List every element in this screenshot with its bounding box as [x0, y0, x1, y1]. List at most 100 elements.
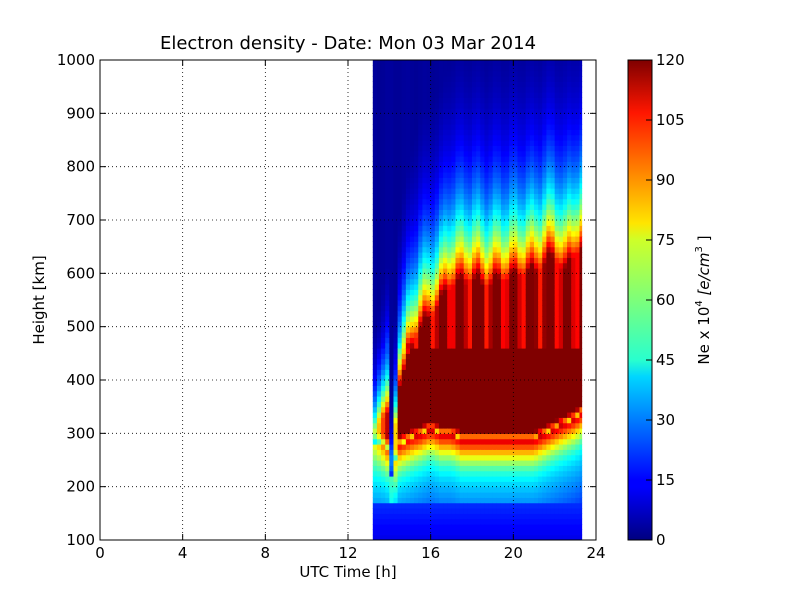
heatmap-cell: [567, 129, 572, 136]
heatmap-cell: [426, 140, 432, 146]
heatmap-cell: [414, 198, 419, 205]
heatmap-cell: [546, 310, 552, 317]
heatmap-cell: [459, 209, 465, 216]
heatmap-cell: [496, 198, 502, 205]
heatmap-cell: [554, 518, 560, 525]
heatmap-cell: [430, 177, 436, 184]
heatmap-cell: [463, 97, 469, 104]
heatmap-cell: [571, 246, 576, 253]
heatmap-cell: [521, 289, 527, 296]
heatmap-cell: [467, 278, 473, 285]
heatmap-cell: [562, 342, 568, 349]
heatmap-cell: [463, 305, 469, 312]
heatmap-cell: [505, 289, 510, 296]
heatmap-cell: [372, 65, 378, 72]
heatmap-cell: [447, 326, 452, 333]
heatmap-cell: [579, 241, 583, 248]
heatmap-cell: [521, 230, 527, 237]
heatmap-cell: [542, 129, 547, 136]
heatmap-cell: [558, 396, 564, 402]
heatmap-cell: [554, 337, 560, 344]
heatmap-cell: [401, 353, 407, 360]
heatmap-cell: [455, 220, 461, 226]
heatmap-cell: [558, 412, 564, 418]
heatmap-cell: [488, 380, 494, 386]
heatmap-cell: [517, 193, 523, 200]
heatmap-cell: [376, 268, 382, 274]
heatmap-cell: [488, 518, 494, 525]
heatmap-cell: [509, 289, 514, 296]
heatmap-cell: [381, 166, 386, 173]
heatmap-cell: [567, 118, 572, 125]
heatmap-cell: [393, 326, 399, 333]
heatmap-cell: [513, 60, 519, 66]
heatmap-cell: [529, 497, 535, 504]
heatmap-cell: [546, 278, 552, 285]
heatmap-cell: [472, 481, 477, 488]
heatmap-cell: [492, 70, 498, 77]
heatmap-cell: [414, 204, 419, 210]
heatmap-cell: [422, 156, 428, 162]
heatmap-cell: [459, 486, 465, 493]
heatmap-cell: [550, 497, 556, 504]
heatmap-cell: [426, 513, 432, 520]
heatmap-cell: [472, 433, 477, 440]
heatmap-cell: [505, 492, 510, 498]
heatmap-cell: [562, 374, 568, 381]
heatmap-cell: [467, 220, 473, 226]
heatmap-cell: [550, 412, 556, 418]
heatmap-cell: [376, 273, 382, 280]
heatmap-cell: [385, 172, 390, 178]
heatmap-cell: [455, 145, 461, 152]
heatmap-cell: [459, 406, 465, 413]
heatmap-cell: [492, 108, 498, 114]
heatmap-cell: [562, 326, 568, 333]
heatmap-cell: [389, 182, 395, 189]
heatmap-cell: [538, 444, 543, 450]
heatmap-cell: [376, 172, 382, 178]
heatmap-cell: [562, 145, 568, 152]
heatmap-cell: [472, 305, 477, 312]
heatmap-cell: [472, 470, 477, 477]
heatmap-cell: [447, 497, 452, 504]
heatmap-cell: [476, 534, 481, 540]
heatmap-cell: [567, 252, 572, 258]
heatmap-cell: [538, 332, 543, 338]
heatmap-cell: [381, 92, 386, 98]
heatmap-cell: [575, 102, 581, 109]
heatmap-cell: [405, 97, 411, 104]
heatmap-cell: [401, 374, 407, 381]
heatmap-cell: [376, 305, 382, 312]
heatmap-cell: [418, 406, 423, 413]
heatmap-cell: [529, 257, 535, 264]
heatmap-cell: [509, 465, 514, 472]
heatmap-cell: [484, 513, 490, 520]
heatmap-cell: [529, 326, 535, 333]
heatmap-cell: [496, 369, 502, 376]
heatmap-cell: [418, 481, 423, 488]
heatmap-cell: [571, 60, 576, 66]
heatmap-cell: [410, 476, 415, 482]
heatmap-cell: [542, 268, 547, 274]
heatmap-cell: [525, 134, 531, 141]
heatmap-cell: [496, 316, 502, 322]
heatmap-cell: [542, 401, 547, 408]
heatmap-cell: [554, 225, 560, 232]
heatmap-cell: [484, 412, 490, 418]
heatmap-cell: [397, 422, 403, 429]
heatmap-cell: [405, 172, 411, 178]
heatmap-cell: [496, 108, 502, 114]
heatmap-cell: [372, 145, 378, 152]
heatmap-cell: [410, 188, 415, 194]
heatmap-cell: [509, 225, 514, 232]
heatmap-cell: [376, 476, 382, 482]
heatmap-cell: [521, 518, 527, 525]
heatmap-cell: [554, 433, 560, 440]
heatmap-cell: [505, 204, 510, 210]
heatmap-cell: [525, 76, 531, 82]
heatmap-cell: [381, 321, 386, 328]
heatmap-cell: [434, 182, 440, 189]
heatmap-cell: [500, 374, 506, 381]
heatmap-cell: [550, 481, 556, 488]
heatmap-cell: [447, 220, 452, 226]
